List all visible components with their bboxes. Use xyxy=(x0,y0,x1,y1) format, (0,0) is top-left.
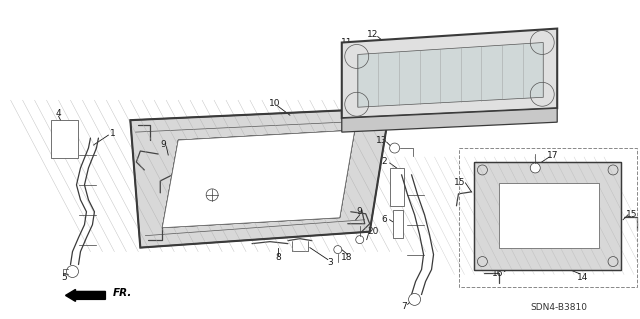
Bar xyxy=(51,120,79,158)
Text: 10: 10 xyxy=(269,99,281,108)
Polygon shape xyxy=(163,130,355,228)
Text: 2: 2 xyxy=(382,158,387,167)
Polygon shape xyxy=(163,130,355,228)
Polygon shape xyxy=(358,42,543,107)
Text: 7: 7 xyxy=(401,302,406,311)
Polygon shape xyxy=(163,130,355,228)
Text: 16: 16 xyxy=(492,269,503,278)
Text: 5: 5 xyxy=(61,273,67,282)
Circle shape xyxy=(206,189,218,201)
Text: 12: 12 xyxy=(367,30,378,39)
Text: FR.: FR. xyxy=(113,288,132,298)
Circle shape xyxy=(408,293,420,305)
Circle shape xyxy=(531,163,540,173)
Bar xyxy=(390,168,404,206)
Bar xyxy=(393,210,403,238)
Text: 15: 15 xyxy=(454,178,465,187)
Polygon shape xyxy=(342,108,557,132)
Text: 4: 4 xyxy=(56,109,61,118)
Circle shape xyxy=(334,246,342,254)
Circle shape xyxy=(67,265,79,278)
Text: 18: 18 xyxy=(341,253,353,262)
Text: SDN4-B3810: SDN4-B3810 xyxy=(531,303,588,312)
Polygon shape xyxy=(499,183,599,248)
Text: 15: 15 xyxy=(627,210,637,219)
Polygon shape xyxy=(342,29,557,118)
Text: 3: 3 xyxy=(327,258,333,267)
Text: 17: 17 xyxy=(547,151,558,160)
Text: 9: 9 xyxy=(161,140,166,149)
Text: 8: 8 xyxy=(173,197,179,206)
Circle shape xyxy=(390,143,399,153)
FancyArrow shape xyxy=(65,289,106,301)
Circle shape xyxy=(356,236,364,244)
Text: 1: 1 xyxy=(109,129,115,137)
Text: 14: 14 xyxy=(577,273,589,282)
Text: 13: 13 xyxy=(376,136,387,145)
Polygon shape xyxy=(131,108,390,248)
Text: 8: 8 xyxy=(275,253,281,262)
Text: 19: 19 xyxy=(220,183,231,192)
Polygon shape xyxy=(474,162,621,270)
Text: 6: 6 xyxy=(382,215,388,224)
Text: 11: 11 xyxy=(341,38,353,47)
Text: 9: 9 xyxy=(357,207,363,216)
Text: 20: 20 xyxy=(367,227,378,236)
